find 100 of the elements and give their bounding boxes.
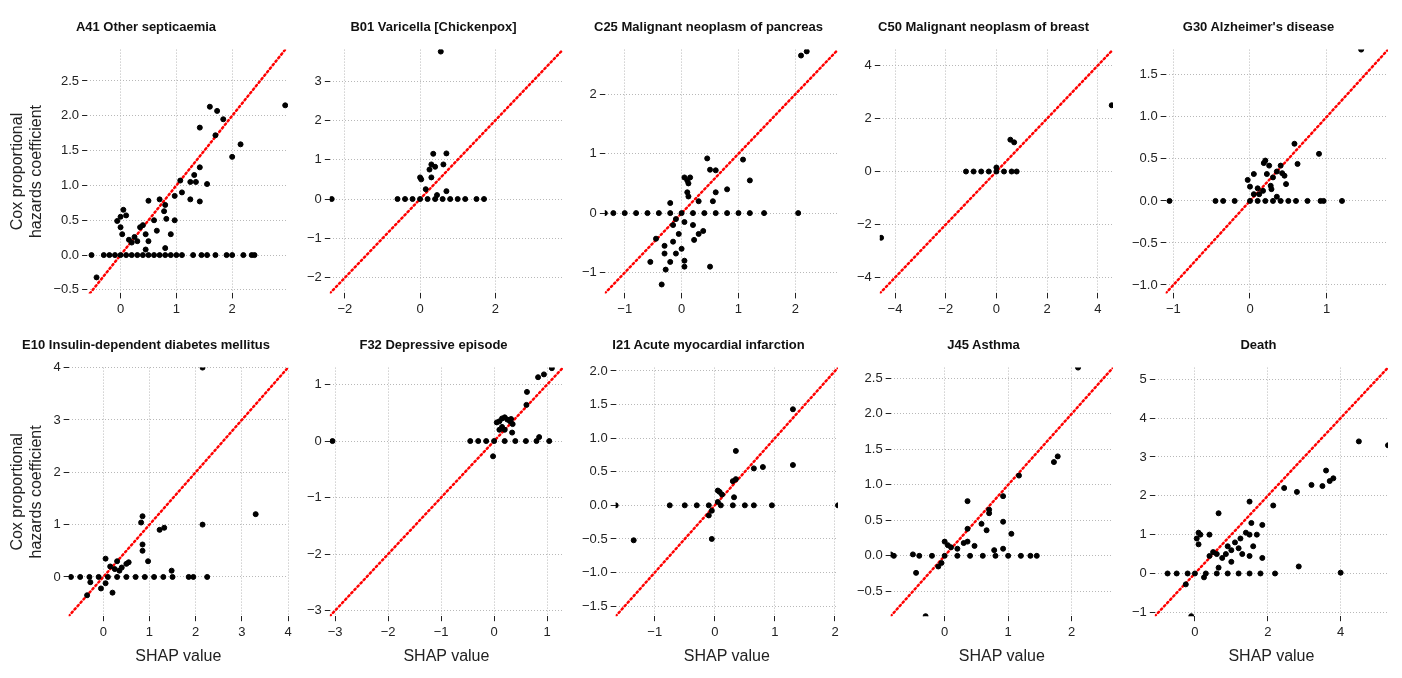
x-tick-label: 4	[1094, 300, 1102, 316]
chart-title: C25 Malignant neoplasm of pancreas	[593, 19, 824, 35]
y-tick-label: 0	[53, 568, 61, 584]
y-tick-label: 0	[314, 190, 322, 206]
y-tick-label: 0	[589, 204, 597, 220]
x-tick-label: 2	[831, 623, 839, 639]
x-tick-label: 0	[490, 623, 498, 639]
chart-title: A41 Other septicaemia	[75, 19, 217, 35]
chart-title: Death	[1240, 337, 1277, 353]
y-tick-label: 1	[1139, 526, 1147, 542]
chart-title: E10 Insulin-dependent diabetes mellitus	[22, 337, 270, 353]
y-tick-label: 2	[1139, 487, 1147, 503]
x-tick-label: −4	[887, 300, 903, 316]
y-tick-label: 0.0	[1139, 192, 1158, 208]
y-tick-label: 2	[864, 110, 872, 126]
x-tick-label: 2	[228, 300, 236, 316]
x-tick-label: 0	[992, 300, 1001, 316]
y-tick-label: 1.0	[589, 429, 608, 445]
y-tick-label: 0.5	[864, 511, 883, 527]
y-tick-label: 3	[53, 411, 61, 427]
y-tick-label: 1.5	[60, 142, 80, 158]
x-tick-label: 0	[416, 300, 424, 316]
y-tick-label: 0.0	[864, 547, 883, 563]
y-tick-label: 0.0	[589, 496, 608, 512]
chart-title: F32 Depressive episode	[359, 337, 508, 353]
x-tick-label: −1	[617, 300, 633, 316]
x-tick-label: 1	[1004, 623, 1012, 639]
y-tick-label: 2.5	[60, 72, 80, 88]
x-tick-label: 2	[192, 623, 200, 639]
y-tick-label: −0.5	[856, 582, 883, 598]
x-tick-label: 0	[1191, 623, 1199, 639]
chart-title: I21 Acute myocardial infarction	[612, 337, 805, 353]
x-axis-title: SHAP value	[1228, 646, 1315, 664]
y-tick-label: 0.5	[1139, 150, 1158, 166]
y-tick-label: 4	[864, 57, 872, 73]
y-tick-label: −1.0	[581, 564, 608, 580]
y-tick-label: 4	[1139, 409, 1147, 425]
y-tick-label: −2	[306, 269, 322, 285]
x-axis-title: SHAP value	[683, 646, 770, 664]
y-tick-label: 1	[314, 151, 322, 167]
x-axis-title: SHAP value	[135, 646, 222, 664]
x-tick-label: −1	[647, 623, 663, 639]
y-tick-label: 0.0	[60, 246, 80, 262]
x-axis-title: SHAP value	[403, 646, 490, 664]
y-tick-label: −4	[856, 269, 872, 285]
y-tick-label: 1.0	[1139, 108, 1158, 124]
y-tick-label: 1.5	[589, 396, 608, 412]
y-tick-label: −2	[856, 216, 872, 232]
x-tick-label: −2	[380, 623, 396, 639]
y-tick-label: −0.5	[53, 281, 80, 297]
y-tick-label: 2	[53, 463, 61, 479]
y-tick-label: −2	[306, 545, 322, 561]
y-tick-label: 2.5	[864, 369, 883, 385]
x-tick-label: 0	[1246, 300, 1254, 316]
x-tick-label: 0	[99, 623, 107, 639]
y-tick-label: 2	[314, 111, 322, 127]
x-tick-label: −3	[327, 623, 343, 639]
x-tick-label: 2	[1264, 623, 1272, 639]
chart-title: G30 Alzheimer's disease	[1182, 19, 1335, 35]
y-tick-label: 2.0	[589, 362, 608, 378]
y-tick-label: 1	[53, 516, 61, 532]
y-tick-label: 1	[589, 145, 597, 161]
x-tick-label: 0	[711, 623, 719, 639]
y-tick-label: 0.5	[60, 211, 80, 227]
x-tick-label: −2	[938, 300, 954, 316]
y-tick-label: 5	[1139, 370, 1147, 386]
y-axis-title: Cox proportional hazards coefficient	[8, 104, 45, 239]
x-tick-label: 2	[491, 300, 499, 316]
x-axis-title: SHAP value	[958, 646, 1045, 664]
y-tick-label: 1.0	[864, 476, 883, 492]
y-tick-label: 0	[864, 163, 872, 179]
y-tick-label: −1.5	[581, 597, 608, 613]
y-tick-label: 1.0	[60, 177, 80, 193]
y-tick-label: −1	[306, 229, 322, 245]
x-tick-label: 2	[1043, 300, 1051, 316]
y-tick-label: 3	[1139, 448, 1147, 464]
x-tick-label: 2	[1068, 623, 1076, 639]
y-tick-label: −0.5	[1131, 234, 1158, 250]
x-tick-label: −1	[433, 623, 449, 639]
y-tick-label: 0	[1139, 565, 1147, 581]
y-tick-label: 1.5	[1139, 66, 1158, 82]
x-tick-label: 1	[172, 300, 180, 316]
y-tick-label: −1	[306, 489, 322, 505]
y-tick-label: −1	[1131, 603, 1147, 619]
x-tick-label: 1	[1323, 300, 1331, 316]
y-tick-label: −0.5	[581, 530, 608, 546]
chart-title: B01 Varicella [Chickenpox]	[350, 19, 517, 35]
y-tick-label: 3	[314, 72, 322, 88]
chart-title: J45 Asthma	[947, 337, 1021, 353]
y-tick-label: 1	[314, 376, 322, 392]
y-tick-label: 0.5	[589, 463, 608, 479]
x-tick-label: −1	[1165, 300, 1181, 316]
y-tick-label: 1.5	[864, 440, 883, 456]
x-tick-label: −2	[337, 300, 353, 316]
chart-title: C50 Malignant neoplasm of breast	[878, 19, 1090, 35]
x-tick-label: 0	[941, 623, 949, 639]
y-tick-label: −1	[581, 264, 597, 280]
y-tick-label: 2.0	[864, 405, 883, 421]
x-tick-label: 1	[145, 623, 154, 639]
y-tick-label: 2.0	[60, 107, 80, 123]
